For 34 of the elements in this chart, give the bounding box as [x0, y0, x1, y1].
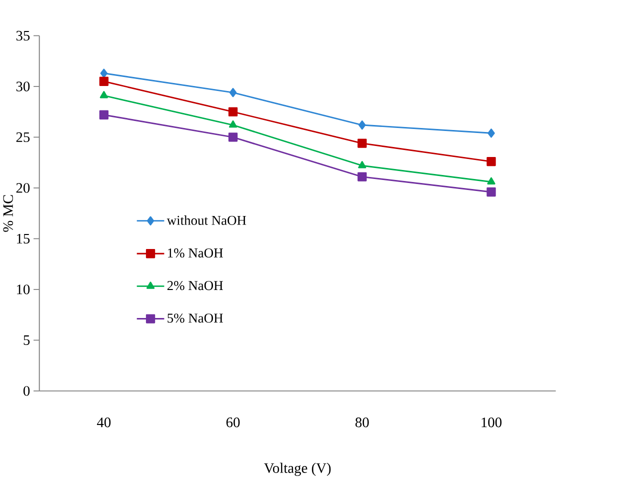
y-tick-label: 30 — [16, 82, 30, 92]
point — [99, 110, 108, 120]
point — [228, 107, 238, 117]
x-axis-title: Voltage (V) — [264, 462, 331, 476]
y-tick-label: 35 — [16, 31, 30, 41]
point — [487, 177, 496, 185]
point — [229, 88, 237, 98]
x-tick-label: 100 — [482, 418, 502, 428]
y-tick-label: 20 — [16, 183, 30, 193]
point — [358, 172, 367, 182]
point — [486, 188, 496, 197]
point — [358, 161, 366, 168]
point — [228, 120, 238, 128]
legend-label: 2% NaOH — [167, 281, 223, 290]
legend-label: 1% NaOH — [168, 248, 223, 258]
x-tick-label: 60 — [226, 418, 240, 428]
point — [99, 76, 108, 86]
point — [358, 138, 367, 148]
legend-label: without NaOH — [166, 216, 246, 226]
point — [488, 128, 495, 138]
x-tick-label: 40 — [96, 418, 111, 428]
y-tick-label: 0 — [23, 386, 30, 396]
y-axis-title: % MC — [3, 195, 13, 232]
point — [228, 132, 238, 142]
y-tick-label: 10 — [17, 284, 30, 294]
point — [100, 91, 108, 98]
point — [100, 68, 108, 78]
y-tick-label: 15 — [17, 234, 30, 244]
x-tick-label: 80 — [355, 418, 369, 428]
y-tick-label: 25 — [16, 132, 30, 142]
point — [486, 157, 496, 166]
legend-label: 5% NaOH — [168, 314, 223, 323]
point — [358, 120, 366, 130]
y-tick-label: 5 — [24, 336, 30, 346]
